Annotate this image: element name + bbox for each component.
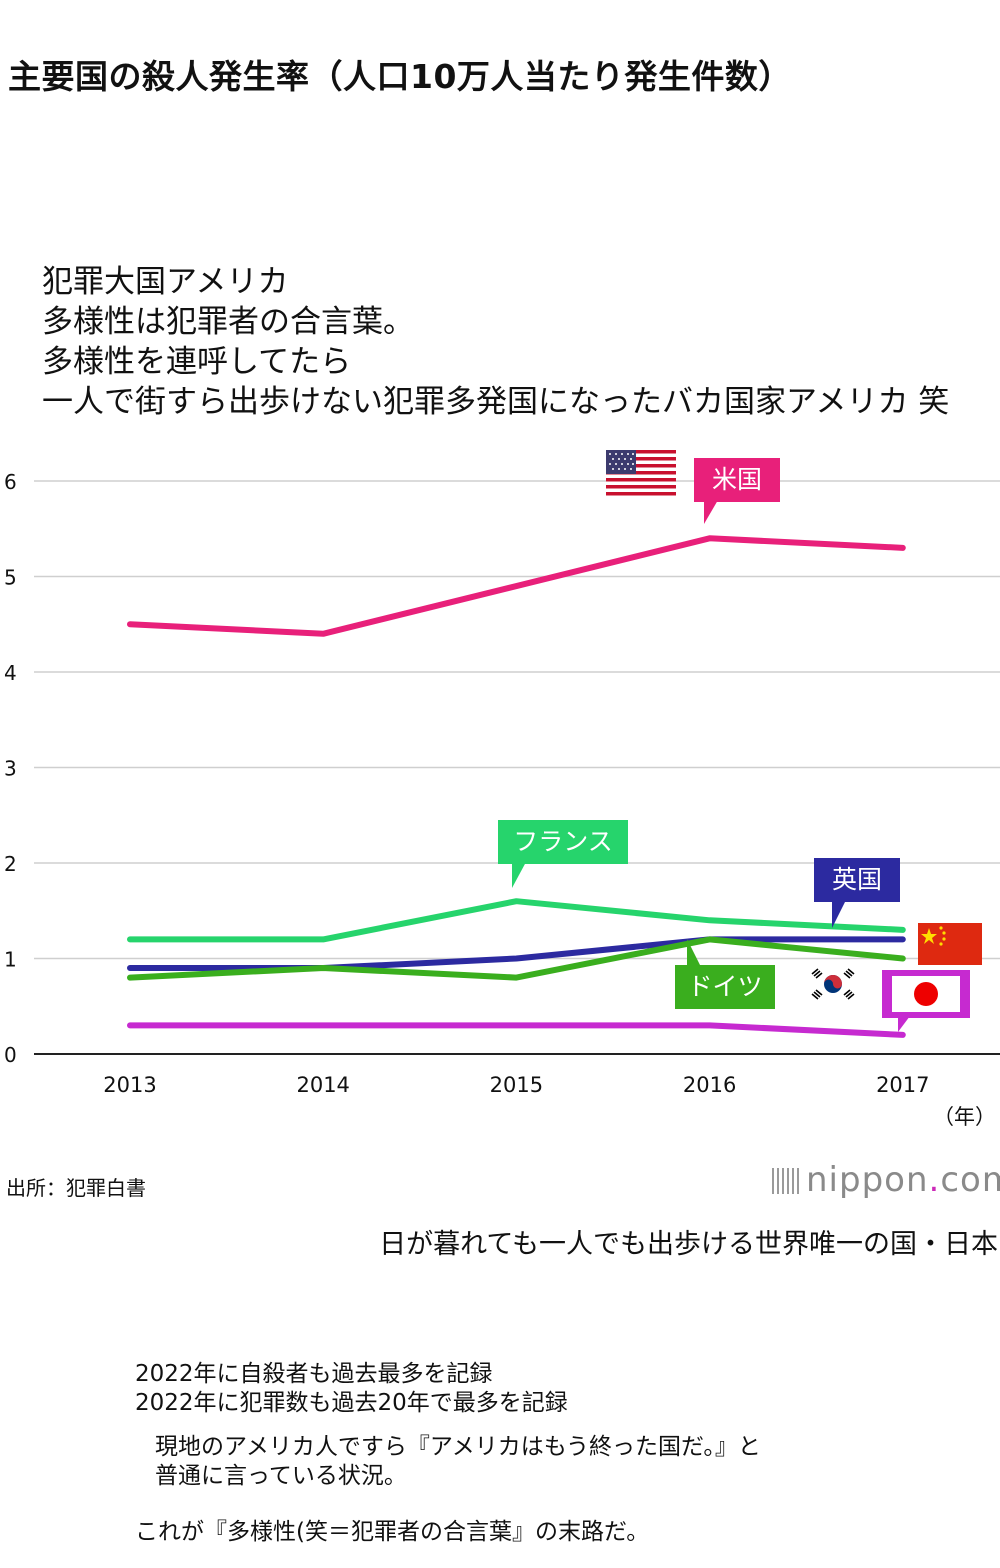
line-chart: 0 1 2 3 4 5 6 2013 2014 2015 2016 2017 （年） (4, 450, 1000, 1129)
source-note: 出所：犯罪白書 (6, 1176, 146, 1200)
note-line: 2022年に犯罪数も過去20年で最多を記録 (135, 1390, 568, 1416)
x-tick-label: 2015 (490, 1073, 543, 1097)
note-line: 現地のアメリカ人ですら『アメリカはもう終った国だ。』と (155, 1434, 761, 1460)
callout-germany: ドイツ (675, 939, 775, 1009)
y-tick-label: 6 (4, 470, 17, 494)
callout-us: 米国 (694, 458, 780, 524)
japan-flag (892, 976, 960, 1012)
callout-france: フランス (498, 820, 628, 888)
tagline: 日が暮れても一人でも出歩ける世界唯一の国・日本 (379, 1229, 998, 1260)
y-axis-ticks: 0 1 2 3 4 5 6 (4, 470, 17, 1067)
callout-uk: 英国 (814, 858, 900, 928)
y-tick-label: 4 (4, 661, 17, 685)
series-lines (127, 535, 906, 1038)
notes-block: 2022年に自殺者も過去最多を記録 2022年に犯罪数も過去20年で最多を記録 (135, 1360, 568, 1418)
overlay-caption: 犯罪大国アメリカ 多様性は犯罪者の合言葉。 多様性を連呼してたら 一人で街すら出… (42, 262, 949, 422)
overlay-line: 一人で街すら出歩けない犯罪多発国になったバカ国家アメリカ 笑 (42, 384, 950, 420)
x-tick-label: 2014 (296, 1073, 349, 1097)
note-line: 普通に言っている状況。 (155, 1463, 407, 1489)
x-tick-label: 2017 (876, 1073, 929, 1097)
y-tick-label: 2 (4, 852, 17, 876)
brand-bars-icon (772, 1168, 800, 1194)
x-tick-label: 2013 (103, 1073, 156, 1097)
grid-lines (34, 480, 1000, 1055)
overlay-line: 多様性は犯罪者の合言葉。 (42, 304, 414, 340)
y-tick-label: 1 (4, 948, 17, 972)
series-line (127, 1022, 906, 1038)
korea-flag (806, 966, 860, 1002)
note-line: これが『多様性(笑＝犯罪者の合言葉』の末路だ。 (135, 1519, 650, 1545)
series-line (127, 535, 906, 637)
overlay-line: 多様性を連呼してたら (42, 344, 352, 380)
callout-japan (882, 970, 970, 1032)
brand-logo: nippon.com (772, 1160, 1000, 1200)
china-flag (918, 923, 982, 965)
y-tick-label: 0 (4, 1043, 17, 1067)
chart-title: 主要国の殺人発生率（人口10万人当たり発生件数） (8, 57, 792, 96)
usa-flag (606, 450, 676, 496)
y-tick-label: 3 (4, 757, 17, 781)
series-line (127, 898, 906, 943)
series-line (127, 936, 906, 972)
series-line (127, 936, 906, 981)
note-line: 2022年に自殺者も過去最多を記録 (135, 1361, 493, 1387)
x-tick-label: 2016 (683, 1073, 736, 1097)
overlay-line: 犯罪大国アメリカ (42, 264, 289, 300)
x-axis-ticks: 2013 2014 2015 2016 2017 (103, 1073, 929, 1097)
y-tick-label: 5 (4, 566, 17, 590)
notes-block: 現地のアメリカ人ですら『アメリカはもう終った国だ。』と 普通に言っている状況。 (155, 1433, 761, 1491)
x-axis-label: （年） (933, 1105, 996, 1129)
